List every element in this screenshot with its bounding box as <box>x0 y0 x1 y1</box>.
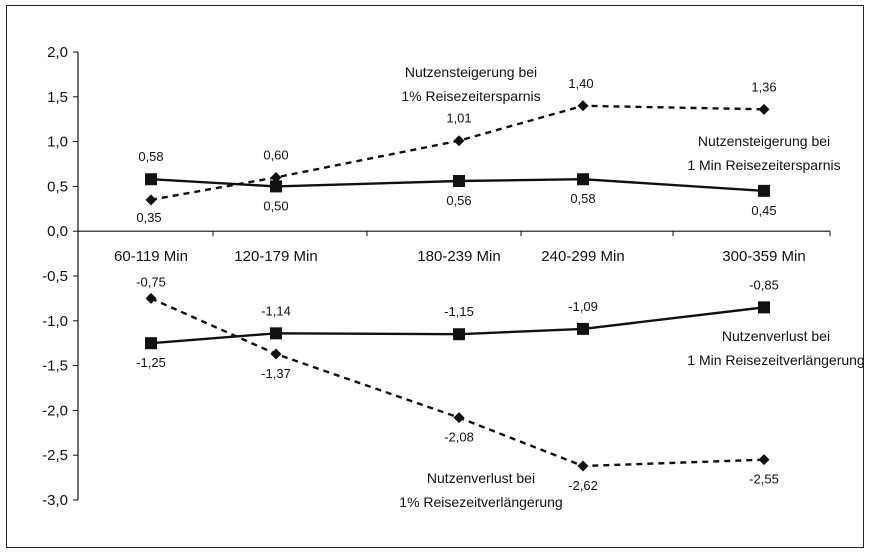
data-label: 0,60 <box>263 147 288 162</box>
data-point-diamond <box>145 194 157 206</box>
data-point-square <box>145 173 157 186</box>
y-tick-label: 2,0 <box>47 44 68 61</box>
data-label: -1,25 <box>136 355 166 370</box>
data-point-square <box>270 327 282 340</box>
y-tick-label: 1,0 <box>47 134 68 151</box>
data-label: 1,36 <box>751 79 776 94</box>
data-label: -2,08 <box>444 430 474 445</box>
series-annotation: Nutzensteigerung bei <box>698 133 830 149</box>
series-group <box>145 100 770 472</box>
series-annotation: 1% Reisezeitverlängerung <box>399 494 562 510</box>
data-point-diamond <box>453 135 465 147</box>
y-tick-label: -1,5 <box>42 358 68 375</box>
data-label: -2,55 <box>749 472 779 487</box>
y-tick-label: 1,5 <box>47 89 68 106</box>
series-annotation: Nutzensteigerung bei <box>405 64 537 80</box>
axes: 2,0 1,5 1,0 0,5 0,0 -0,5 -1,0 -1,5 -2,0 -2,5 -3,0 6… <box>42 44 831 509</box>
data-label: -0,85 <box>749 277 779 292</box>
data-point-square <box>577 322 589 335</box>
data-label: 1,40 <box>568 76 593 91</box>
data-point-square <box>453 328 465 341</box>
data-label: 0,45 <box>751 203 776 218</box>
data-label: -1,09 <box>568 299 598 314</box>
data-point-diamond <box>270 348 282 360</box>
y-tick-label: -1,0 <box>42 313 68 330</box>
series-annotation: 1% Reisezeitersparnis <box>401 88 540 104</box>
data-label: -0,75 <box>136 274 166 289</box>
y-tick-label: 0,5 <box>47 178 68 195</box>
data-label: -2,62 <box>568 478 598 493</box>
data-label: 0,58 <box>138 149 163 164</box>
annotations: Nutzensteigerung bei 1% Reisezeitersparni… <box>399 64 864 510</box>
x-tick-label: 120-179 Min <box>234 248 317 265</box>
data-point-square <box>758 184 770 197</box>
data-point-square <box>270 180 282 193</box>
data-label: 0,35 <box>136 210 161 225</box>
x-tick-label: 60-119 Min <box>114 248 188 265</box>
data-point-diamond <box>453 412 465 424</box>
data-label: 1,01 <box>446 111 471 126</box>
data-label: -1,37 <box>261 366 291 381</box>
series-annotation: 1 Min Reisezeitersparnis <box>687 157 840 173</box>
data-point-square <box>453 175 465 188</box>
data-label: 0,56 <box>446 193 471 208</box>
data-label: -1,15 <box>444 304 474 319</box>
series-annotation: 1 Min Reisezeitverlängerung <box>687 352 864 368</box>
chart-frame <box>6 5 864 548</box>
series-annotation: Nutzenverlust bei <box>722 328 830 344</box>
data-label: -1,14 <box>261 303 291 318</box>
data-point-diamond <box>145 292 157 304</box>
data-point-diamond <box>577 460 589 472</box>
y-tick-label: -2,5 <box>42 447 68 464</box>
data-point-square <box>145 337 157 350</box>
y-tick-label: 0,0 <box>47 223 68 240</box>
series-annotation: Nutzenverlust bei <box>427 470 535 486</box>
data-label: 0,50 <box>263 198 288 213</box>
y-tick-label: -0,5 <box>42 268 68 285</box>
data-point-square <box>758 301 770 314</box>
data-label: 0,58 <box>570 191 595 206</box>
data-point-diamond <box>577 100 589 112</box>
x-tick-label: 240-299 Min <box>541 248 624 265</box>
data-point-diamond <box>758 454 770 466</box>
y-tick-label: -3,0 <box>42 492 68 509</box>
x-tick-label: 180-239 Min <box>417 248 500 265</box>
data-point-diamond <box>270 171 282 183</box>
data-point-diamond <box>758 103 770 115</box>
x-tick-label: 300-359 Min <box>722 248 805 265</box>
data-labels: 0,35 0,60 1,01 1,40 1,36 0,58 0,50 0,56 0,58 0,45… <box>136 76 779 493</box>
data-point-square <box>577 173 589 186</box>
y-tick-label: -2,0 <box>42 402 68 419</box>
